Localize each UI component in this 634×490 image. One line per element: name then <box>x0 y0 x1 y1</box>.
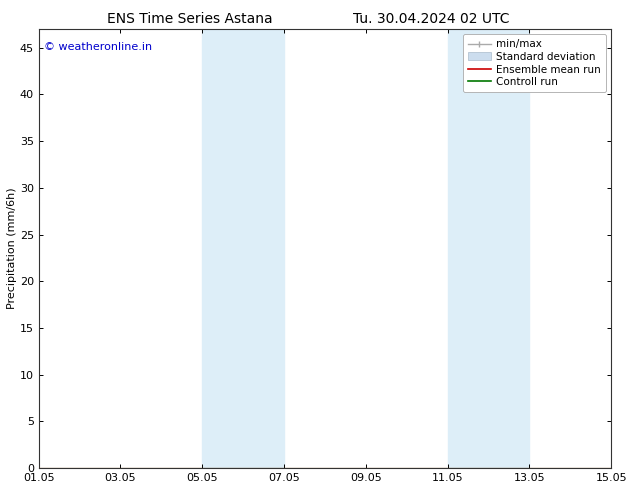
Text: © weatheronline.in: © weatheronline.in <box>44 42 153 52</box>
Legend: min/max, Standard deviation, Ensemble mean run, Controll run: min/max, Standard deviation, Ensemble me… <box>463 34 606 93</box>
Text: ENS Time Series Astana: ENS Time Series Astana <box>107 12 273 26</box>
Bar <box>202 29 284 468</box>
Bar <box>448 29 529 468</box>
Text: Tu. 30.04.2024 02 UTC: Tu. 30.04.2024 02 UTC <box>353 12 509 26</box>
Y-axis label: Precipitation (mm/6h): Precipitation (mm/6h) <box>7 188 17 309</box>
